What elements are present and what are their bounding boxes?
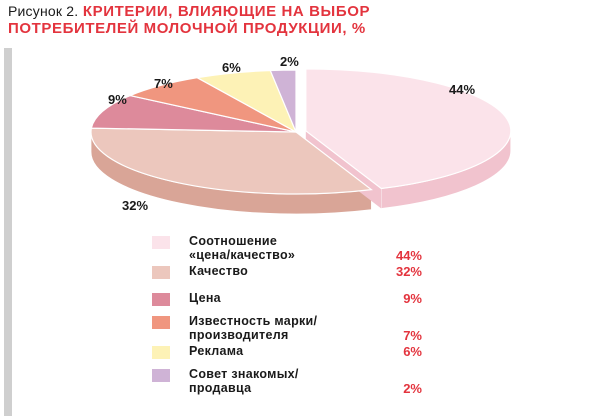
pie-label-1: 32% xyxy=(122,198,148,213)
pie-slice-5 xyxy=(269,69,297,133)
pie-chart: 44% 32% 9% 7% 6% 2% xyxy=(90,54,512,215)
figure-title: Рисунок 2. КРИТЕРИИ, ВЛИЯЮЩИЕ НА ВЫБОР П… xyxy=(8,3,583,37)
pie-slice-1 xyxy=(90,127,374,195)
legend-label: Цена xyxy=(189,291,221,305)
legend-label: Соотношение «цена/качество» xyxy=(189,234,296,262)
pie-label-5: 2% xyxy=(280,54,299,69)
pie-label-3: 7% xyxy=(154,76,173,91)
legend-value: 32% xyxy=(395,264,422,279)
pie-slice-0 xyxy=(305,68,512,190)
legend-swatch xyxy=(152,346,170,359)
legend-value: 6% xyxy=(403,344,422,359)
legend-swatch xyxy=(152,266,170,279)
legend-swatch xyxy=(152,293,170,306)
title-main: КРИТЕРИИ, ВЛИЯЮЩИЕ НА ВЫБОР xyxy=(82,3,371,20)
pie-label-4: 6% xyxy=(222,60,241,75)
legend-label: Реклама xyxy=(189,344,244,358)
chart-panel: 44% 32% 9% 7% 6% 2% xyxy=(4,48,581,416)
title-prefix: Рисунок 2. xyxy=(8,3,79,19)
legend-value: 44% xyxy=(395,248,422,263)
pie-slice-2 xyxy=(90,94,297,133)
legend-swatch xyxy=(152,236,170,249)
legend-swatch xyxy=(152,369,170,382)
legend-swatch xyxy=(152,316,170,329)
legend-label: Совет знакомых/ продавца xyxy=(189,367,299,395)
title-line2: ПОТРЕБИТЕЛЕЙ МОЛОЧНОЙ ПРОДУКЦИИ, % xyxy=(8,20,366,37)
panel-side-bar xyxy=(4,48,12,416)
legend-value: 2% xyxy=(403,381,422,396)
pie-label-2: 9% xyxy=(108,92,127,107)
legend-value: 9% xyxy=(403,291,422,306)
legend-value: 7% xyxy=(403,328,422,343)
pie-label-0: 44% xyxy=(449,82,475,97)
legend-label: Качество xyxy=(189,264,249,278)
legend-label: Известность марки/ производителя xyxy=(189,314,318,342)
